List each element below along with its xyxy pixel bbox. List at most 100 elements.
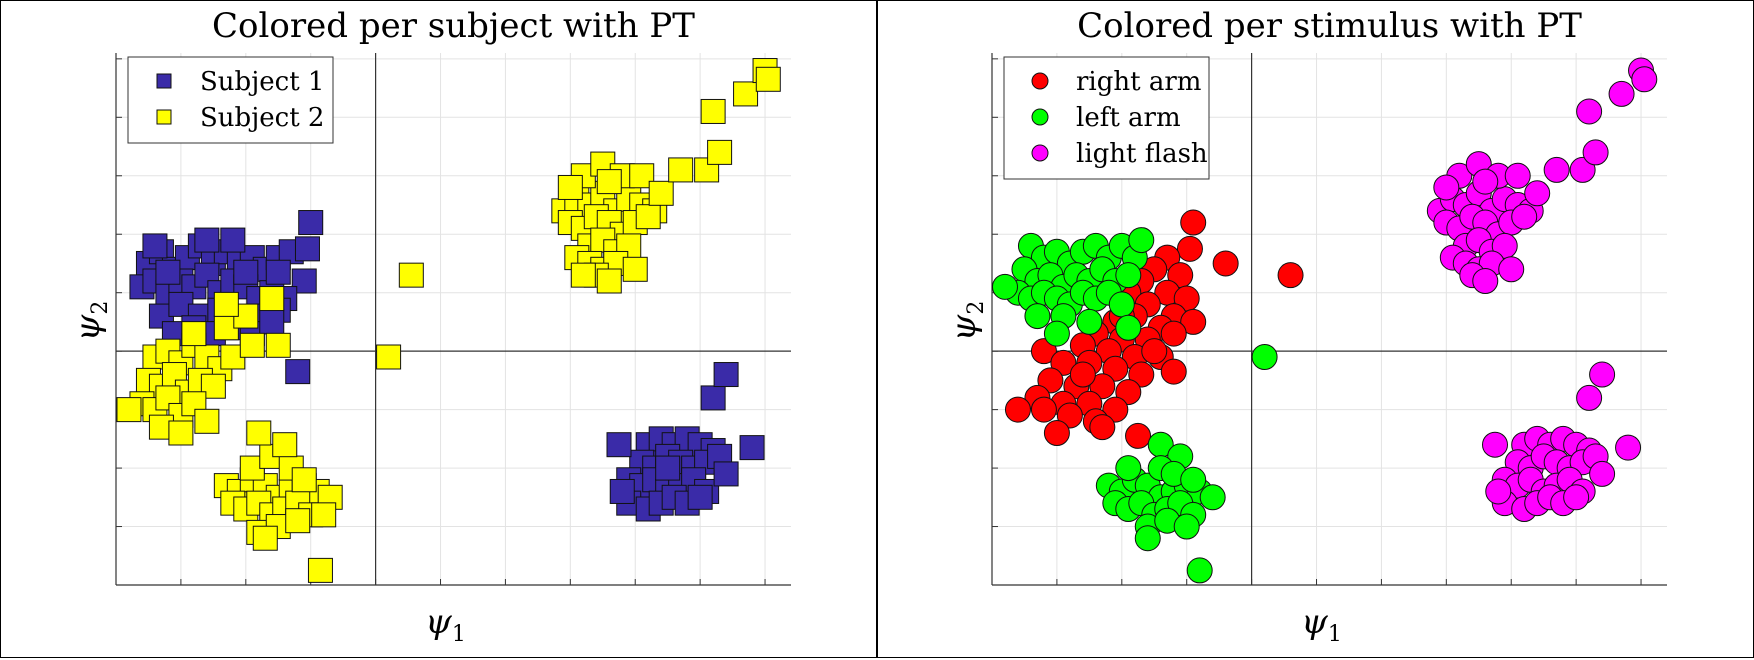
legend-marker	[1031, 72, 1049, 90]
chart-subject: Colored per subject with PT ψ1 ψ2 Subject 1…	[68, 6, 791, 647]
legend-label: Subject 1	[200, 67, 324, 97]
data-point	[713, 461, 739, 487]
data-point	[265, 332, 291, 358]
data-point	[294, 236, 320, 262]
legend: Subject 1 Subject 2	[127, 56, 334, 144]
data-point	[252, 525, 278, 551]
chart-title: Colored per subject with PT	[212, 6, 695, 46]
data-point	[1576, 98, 1603, 125]
data-point	[181, 321, 207, 347]
panel-stimulus: Colored per stimulus with PT ψ1 ψ2 right ar…	[876, 0, 1754, 658]
x-axis-label: ψ1	[425, 602, 466, 647]
data-point	[1212, 250, 1239, 277]
legend-label: right arm	[1076, 67, 1201, 97]
data-point	[291, 467, 317, 493]
data-point	[1056, 402, 1083, 429]
data-point	[1125, 422, 1152, 449]
data-point	[1180, 466, 1207, 493]
data-point	[596, 169, 622, 195]
series-left-arm	[991, 227, 1278, 584]
data-point	[155, 385, 181, 411]
data-point	[648, 180, 674, 206]
data-point	[1089, 373, 1116, 400]
data-point	[1251, 344, 1278, 370]
data-point	[1076, 308, 1103, 335]
data-point	[1180, 308, 1207, 335]
data-point	[1485, 478, 1512, 505]
data-point	[707, 139, 733, 165]
data-point	[1115, 262, 1142, 289]
data-point	[557, 174, 583, 200]
data-point	[635, 204, 661, 230]
data-point	[259, 309, 285, 335]
data-point	[655, 455, 681, 481]
data-point	[687, 484, 713, 510]
data-point	[1482, 431, 1509, 458]
data-point	[668, 157, 694, 183]
data-point	[272, 432, 298, 458]
data-point	[1089, 414, 1116, 441]
legend-marker	[156, 73, 172, 89]
series-right-arm	[1004, 209, 1304, 449]
data-point	[1277, 262, 1304, 289]
data-point	[1050, 349, 1077, 376]
data-point	[194, 227, 220, 253]
chart-title: Colored per stimulus with PT	[1077, 6, 1582, 46]
x-axis-label: ψ1	[1301, 602, 1342, 647]
data-point	[700, 385, 726, 411]
grid	[116, 53, 791, 585]
data-point	[155, 259, 181, 285]
data-point	[1472, 268, 1499, 294]
legend-box	[127, 56, 334, 144]
data-point	[755, 66, 781, 92]
data-point	[1043, 320, 1070, 347]
data-point	[1115, 455, 1142, 482]
data-point	[1024, 303, 1051, 330]
data-point	[168, 420, 194, 446]
data-point	[142, 233, 168, 259]
data-point	[376, 344, 402, 370]
data-point	[1173, 513, 1200, 540]
data-point	[1176, 235, 1203, 262]
data-point	[233, 259, 259, 285]
data-point	[285, 508, 311, 534]
legend-marker	[1031, 108, 1049, 126]
data-point	[194, 262, 220, 288]
data-point	[739, 435, 765, 461]
data-point	[622, 256, 648, 282]
data-point	[606, 432, 632, 458]
data-point	[1141, 338, 1168, 365]
data-point	[239, 332, 265, 358]
data-point	[1569, 156, 1596, 183]
series-subject-2	[116, 58, 781, 583]
data-point	[1160, 358, 1187, 385]
data-point	[1582, 139, 1609, 166]
data-point	[1504, 162, 1531, 189]
data-point	[1069, 361, 1096, 388]
legend-label: light flash	[1076, 139, 1208, 169]
series-light-flash	[1426, 57, 1658, 522]
data-point	[1180, 209, 1207, 236]
data-point	[259, 286, 285, 312]
data-point	[1631, 66, 1658, 93]
data-point	[285, 359, 311, 385]
data-point	[1030, 396, 1057, 423]
data-point	[1160, 320, 1187, 347]
data-point	[1472, 168, 1499, 195]
data-point	[1433, 174, 1460, 201]
data-point	[1030, 338, 1057, 365]
data-point	[116, 397, 142, 423]
data-point	[1134, 525, 1161, 552]
data-point	[398, 262, 424, 288]
data-point	[609, 478, 635, 504]
legend-label: Subject 2	[200, 103, 324, 133]
data-point	[265, 259, 291, 285]
legend: right arm left arm light flash	[1003, 56, 1210, 180]
data-point	[1186, 557, 1213, 584]
data-point	[991, 273, 1018, 300]
data-point	[1524, 180, 1551, 207]
data-point	[1199, 484, 1226, 511]
data-point	[1102, 355, 1129, 382]
data-point	[1589, 361, 1616, 388]
data-point	[1576, 384, 1603, 411]
